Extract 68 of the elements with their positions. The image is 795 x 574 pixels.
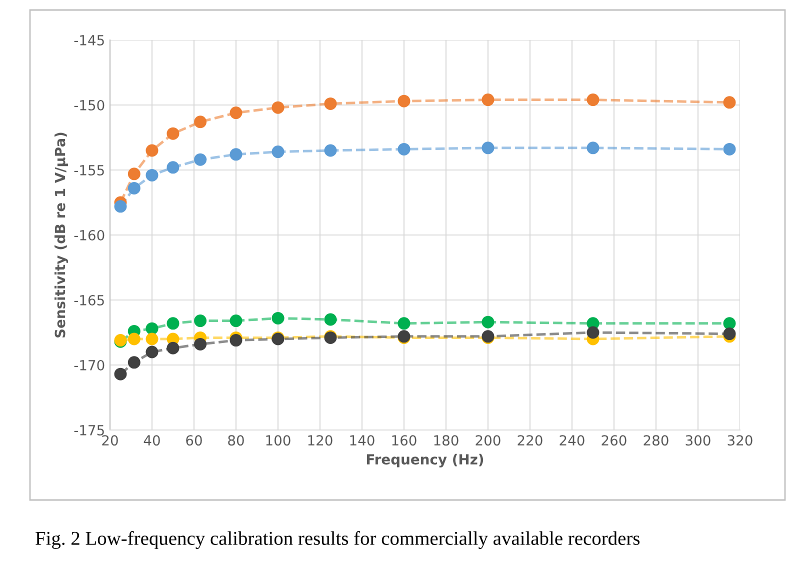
- x-tick-label: 40: [144, 435, 160, 446]
- point: [482, 94, 494, 106]
- point: [723, 142, 736, 156]
- y-tick-label: -150: [74, 100, 104, 110]
- point: [128, 356, 140, 369]
- point: [586, 94, 600, 106]
- x-tick-label: 260: [602, 435, 626, 446]
- x-tick-label: 280: [644, 435, 668, 446]
- x-axis-title: Frequency (Hz): [367, 454, 484, 468]
- y-tick-label: -165: [74, 294, 104, 306]
- point: [230, 106, 242, 120]
- point: [398, 317, 410, 330]
- x-tick-label: 120: [308, 435, 332, 446]
- point: [128, 168, 140, 180]
- x-tick-label: 300: [686, 435, 710, 446]
- point: [586, 326, 600, 339]
- point: [146, 168, 158, 182]
- x-tick-label: 320: [728, 435, 752, 446]
- point: [324, 313, 337, 326]
- x-tick-label: 140: [350, 435, 374, 446]
- point: [482, 316, 494, 328]
- point: [194, 314, 207, 328]
- point: [324, 144, 337, 157]
- x-tick-label: 100: [266, 435, 290, 446]
- point: [114, 368, 127, 380]
- point: [324, 97, 337, 110]
- point: [723, 317, 736, 330]
- point: [166, 342, 180, 354]
- point: [166, 161, 180, 174]
- point: [114, 200, 127, 213]
- point: [723, 328, 736, 340]
- point: [194, 338, 207, 350]
- point: [272, 101, 284, 114]
- point: [230, 314, 242, 328]
- point: [166, 127, 180, 140]
- point: [146, 144, 158, 157]
- point: [146, 322, 158, 335]
- y-axis-title: Sensitivity (dB re 1 V/µPa): [54, 132, 68, 338]
- point: [272, 312, 284, 324]
- point: [166, 317, 180, 330]
- x-tick-label: 60: [186, 435, 202, 446]
- y-tick-label: -175: [74, 425, 104, 436]
- point: [230, 148, 242, 161]
- point: [230, 334, 242, 347]
- x-tick-label: 160: [392, 435, 416, 446]
- point: [398, 94, 410, 108]
- x-tick-label: 220: [518, 435, 542, 446]
- y-tick-label: -160: [74, 230, 104, 240]
- y-tick-label: -155: [74, 165, 104, 176]
- point: [723, 96, 736, 109]
- point: [128, 182, 140, 194]
- point: [194, 153, 207, 166]
- x-tick-label: 180: [434, 435, 458, 446]
- point: [194, 116, 207, 128]
- x-tick-label: 200: [476, 435, 500, 446]
- y-tick-label: -170: [74, 360, 104, 370]
- point: [272, 146, 284, 158]
- point: [482, 142, 494, 154]
- point: [146, 332, 158, 346]
- point: [398, 142, 410, 156]
- point: [128, 332, 140, 346]
- x-tick-label: 240: [560, 435, 584, 446]
- x-tick-label: 20: [102, 435, 118, 446]
- caption: Fig. 2 Low-frequency calibration results for commercially available recorders: [36, 531, 640, 549]
- x-tick-label: 80: [228, 435, 244, 446]
- point: [586, 142, 600, 154]
- y-tick-label: -145: [74, 35, 104, 46]
- point: [146, 346, 158, 358]
